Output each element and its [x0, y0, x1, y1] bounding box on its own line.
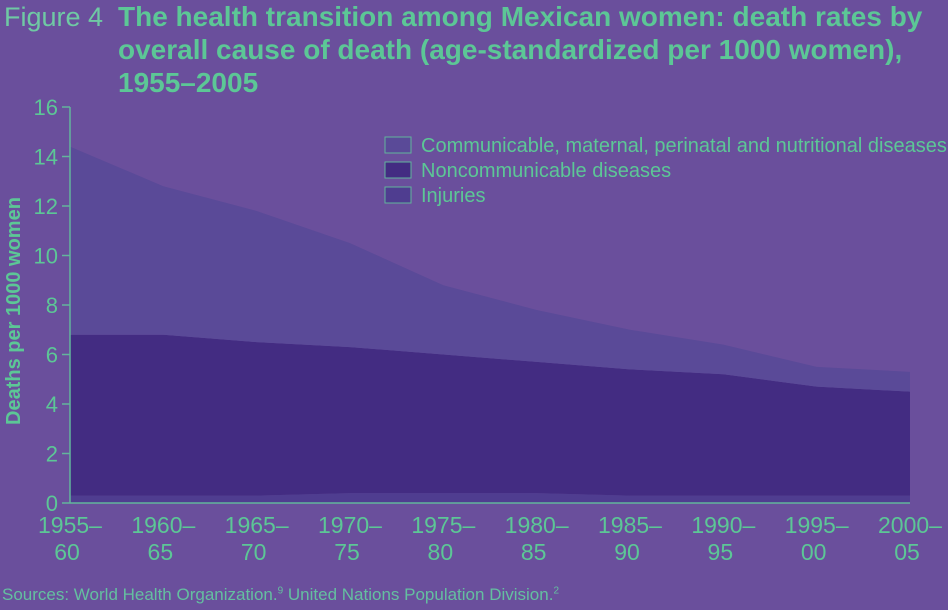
x-tick-label-bottom: 65	[148, 539, 174, 565]
x-tick-label-top: 1955–	[38, 512, 102, 538]
x-tick-label-top: 1985–	[598, 512, 662, 538]
y-axis-label: Deaths per 1000 women	[3, 197, 25, 425]
y-tick-label: 4	[46, 392, 58, 417]
legend-item-injuries-label: Injuries	[421, 185, 485, 207]
x-tick-label-bottom: 80	[428, 539, 454, 565]
source-prefix: Sources: World Health Organization.	[2, 585, 278, 604]
source-ref-2: 2	[553, 585, 559, 597]
x-tick-label-bottom: 95	[708, 539, 734, 565]
y-tick-label: 12	[34, 194, 58, 219]
area-communicable	[70, 146, 910, 392]
x-tick-label-top: 2000–	[878, 512, 942, 538]
x-tick-label-bottom: 90	[614, 539, 640, 565]
chart-title: The health transition among Mexican wome…	[118, 1, 923, 98]
area-noncommunicable	[70, 334, 910, 496]
x-tick-label-bottom: 05	[894, 539, 920, 565]
x-tick-label-bottom: 70	[241, 539, 267, 565]
x-tick-label-top: 1965–	[225, 512, 289, 538]
figure-label: Figure 4	[4, 2, 104, 32]
y-tick-label: 6	[46, 343, 58, 368]
x-tick-label-bottom: 85	[521, 539, 547, 565]
x-tick-label-top: 1980–	[505, 512, 569, 538]
source-note: Sources: World Health Organization.9 Uni…	[2, 585, 559, 605]
legend-item-noncommunicable-swatch	[384, 161, 412, 179]
legend-item-injuries-swatch	[384, 186, 412, 204]
y-tick-label: 10	[34, 244, 58, 269]
x-tick-label-bottom: 60	[54, 539, 80, 565]
x-tick-label-bottom: 00	[801, 539, 827, 565]
x-tick-label-top: 1990–	[691, 512, 755, 538]
source-ref-1: 9	[277, 585, 284, 597]
legend-item-communicable-swatch	[384, 136, 412, 154]
x-tick-label-top: 1960–	[131, 512, 195, 538]
legend-item-noncommunicable-label: Noncommunicable diseases	[421, 160, 671, 182]
x-tick-label-bottom: 75	[334, 539, 360, 565]
y-tick-label: 8	[46, 293, 58, 318]
x-tick-label-top: 1970–	[318, 512, 382, 538]
y-tick-label: 14	[34, 145, 58, 170]
source-middle: United Nations Population Division.	[283, 585, 554, 604]
y-tick-label: 0	[46, 491, 58, 516]
y-tick-label: 16	[34, 95, 58, 120]
y-tick-label: 2	[46, 442, 58, 467]
x-tick-label-top: 1995–	[785, 512, 849, 538]
x-tick-label-top: 1975–	[411, 512, 475, 538]
legend-item-communicable-label: Communicable, maternal, perinatal and nu…	[421, 135, 947, 157]
